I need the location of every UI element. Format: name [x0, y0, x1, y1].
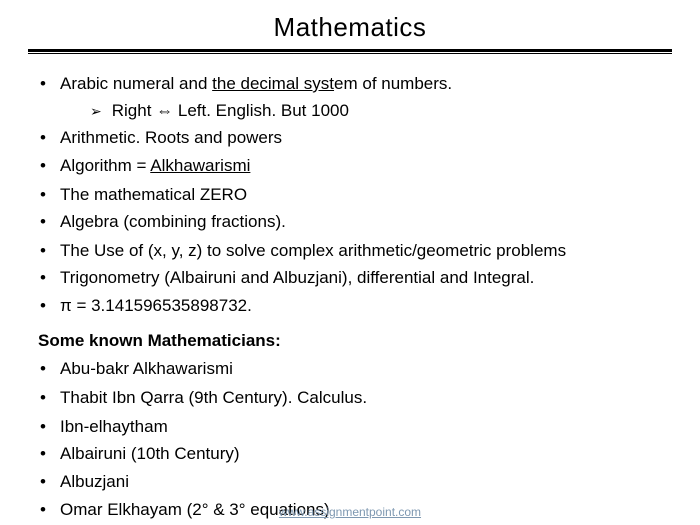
chevron-right-icon	[90, 101, 112, 120]
bullet-item: Thabit Ibn Qarra (9th Century). Calculus…	[38, 386, 672, 411]
footer-link[interactable]: www.assignmentpoint.com	[279, 505, 421, 519]
double-arrow-icon: ⇔	[156, 99, 173, 124]
bullet-item: Algebra (combining fractions).	[38, 210, 672, 235]
bullet-item: Trigonometry (Albairuni and Albuzjani), …	[38, 266, 672, 291]
underlined-text: the decimal syst	[212, 74, 334, 93]
content-area: Arabic numeral and the decimal system of…	[28, 72, 672, 522]
underlined-text: Alkhawarismi	[150, 156, 250, 175]
subheading: Some known Mathematicians:	[28, 329, 672, 354]
bullet-item: Ibn-elhaytham	[38, 415, 672, 440]
bullet-item: Algorithm = Alkhawarismi	[38, 154, 672, 179]
bullet-item: Albuzjani	[38, 470, 672, 495]
bullet-item: Arabic numeral and the decimal system of…	[38, 72, 672, 123]
bullet-item: The Use of (x, y, z) to solve complex ar…	[38, 239, 672, 264]
bullet-item: Albairuni (10th Century)	[38, 442, 672, 467]
bullet-list-main: Arabic numeral and the decimal system of…	[28, 72, 672, 319]
footer: www.assignmentpoint.com	[0, 505, 700, 519]
bullet-item: π = 3.141596535898732.	[38, 294, 672, 319]
bullet-item: The mathematical ZERO	[38, 183, 672, 208]
page-title: Mathematics	[28, 12, 672, 43]
bullet-item: Abu-bakr Alkhawarismi	[38, 357, 672, 382]
bullet-list-mathematicians: Abu-bakr Alkhawarismi Thabit Ibn Qarra (9…	[28, 357, 672, 522]
bullet-item: Arithmetic. Roots and powers	[38, 126, 672, 151]
sub-bullet: Right ⇔ Left. English. But 1000	[60, 99, 672, 124]
title-divider	[28, 49, 672, 54]
